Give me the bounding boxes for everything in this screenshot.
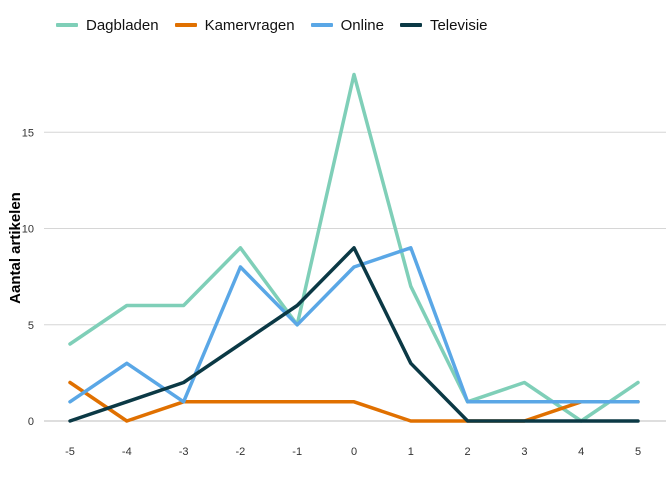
series-line-dagbladen [68, 72, 640, 423]
legend-label: Online [340, 16, 384, 34]
x-tick-label: -5 [65, 446, 75, 458]
legend-label: Dagbladen [86, 16, 159, 34]
x-tick-label: 5 [635, 446, 641, 458]
y-tick-label: 5 [28, 320, 34, 332]
y-tick-label: 0 [28, 416, 34, 428]
series-line-kamervragen [68, 380, 640, 423]
legend-swatch [399, 23, 422, 27]
series-line-televisie [68, 246, 640, 423]
x-tick-label: 0 [351, 446, 357, 458]
x-tick-label: -3 [179, 446, 189, 458]
legend-swatch [56, 23, 78, 27]
y-axis-label: Aantal artikelen [7, 192, 24, 304]
legend-item-online: Online [310, 16, 384, 34]
x-tick-label: 2 [465, 446, 471, 458]
legend-label: Televisie [429, 16, 488, 34]
legend-swatch [174, 23, 197, 27]
legend-swatch [310, 23, 333, 27]
chart-legend: Dagbladen Kamervragen Online Televisie [56, 14, 504, 36]
x-tick-label: 3 [521, 446, 527, 458]
y-tick-labels: 0 5 10 15 [22, 127, 34, 428]
legend-item-dagbladen: Dagbladen [56, 17, 159, 34]
legend-item-televisie: Televisie [399, 16, 488, 34]
legend-label: Kamervragen [204, 16, 295, 34]
series-lines [68, 72, 640, 423]
x-tick-label: 1 [408, 446, 414, 458]
y-tick-label: 10 [22, 224, 34, 236]
x-tick-label: -1 [292, 446, 302, 458]
x-tick-label: -4 [122, 446, 132, 458]
legend-item-kamervragen: Kamervragen [174, 16, 295, 34]
grid-lines [44, 131, 666, 422]
x-tick-label: -2 [236, 446, 246, 458]
y-tick-label: 15 [22, 127, 34, 139]
x-tick-label: 4 [578, 446, 584, 458]
x-tick-labels: -5 -4 -3 -2 -1 0 1 2 3 4 5 [65, 446, 641, 458]
